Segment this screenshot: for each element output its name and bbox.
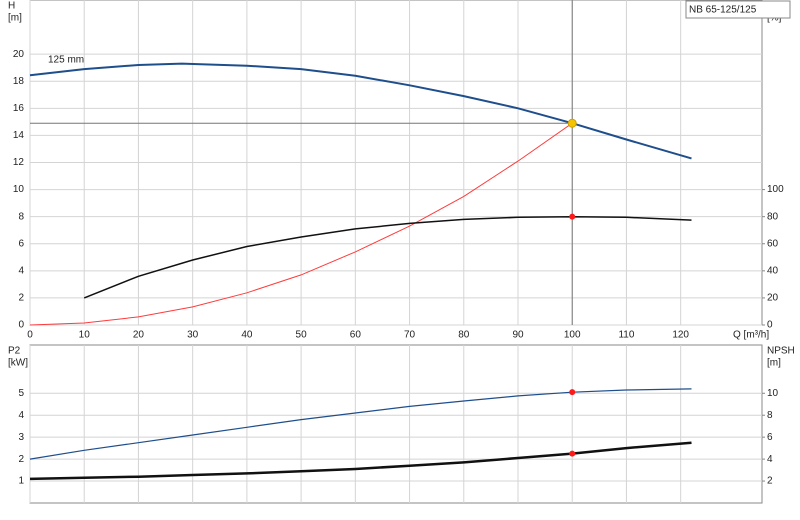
x-axis-label: Q [m³/h] — [733, 330, 769, 341]
x-tick-label: 30 — [187, 330, 199, 341]
y2-tick-label: 0 — [767, 320, 773, 331]
y-axis-unit: [m] — [8, 13, 22, 24]
x-tick-label: 120 — [672, 330, 689, 341]
operating-point — [569, 450, 576, 457]
x-tick-label: 20 — [133, 330, 145, 341]
x-tick-label: 80 — [458, 330, 470, 341]
x-tick-label: 100 — [564, 330, 581, 341]
y-tick-label: 3 — [18, 432, 24, 443]
x-tick-label: 60 — [350, 330, 362, 341]
y-tick-label: 12 — [13, 157, 25, 168]
y2-tick-label: 4 — [767, 454, 773, 465]
y-tick-label: 2 — [18, 293, 24, 304]
y-tick-label: 16 — [13, 103, 25, 114]
y2-tick-label: 6 — [767, 432, 773, 443]
y-tick-label: 4 — [18, 410, 24, 421]
chart-title: NB 65-125/125 — [689, 5, 757, 16]
y2-tick-label: 8 — [767, 410, 773, 421]
curve — [29, 122, 573, 326]
x-tick-label: 90 — [512, 330, 524, 341]
y-tick-label: 5 — [18, 388, 24, 399]
y2-axis-unit: [m] — [767, 358, 781, 369]
y-tick-label: 6 — [18, 238, 24, 249]
y2-tick-label: 40 — [767, 265, 779, 276]
y-tick-label: 2 — [18, 454, 24, 465]
operating-point — [569, 389, 576, 396]
operating-point — [569, 213, 576, 220]
plot-area — [29, 344, 763, 504]
y-tick-label: 4 — [18, 265, 24, 276]
y2-tick-label: 20 — [767, 293, 779, 304]
y2-tick-label: 80 — [767, 211, 779, 222]
y2-tick-label: 60 — [767, 238, 779, 249]
y-tick-label: 20 — [13, 49, 25, 60]
y2-tick-label: 10 — [767, 388, 779, 399]
y-tick-label: 1 — [18, 476, 24, 487]
y2-tick-label: 2 — [767, 476, 773, 487]
curve-annotation: 125 mm — [48, 55, 84, 66]
y2-tick-label: 100 — [767, 184, 784, 195]
x-tick-label: 40 — [241, 330, 253, 341]
x-tick-label: 70 — [404, 330, 416, 341]
x-tick-label: 0 — [27, 330, 33, 341]
y-tick-label: 14 — [13, 130, 25, 141]
curve — [83, 215, 692, 299]
y2-axis-label: NPSH — [767, 346, 795, 357]
x-tick-label: 50 — [296, 330, 308, 341]
y-axis-unit: [kW] — [8, 358, 28, 369]
operating-point — [567, 118, 577, 128]
y-tick-label: 10 — [13, 184, 25, 195]
y-axis-label: P2 — [8, 346, 21, 357]
y-tick-label: 8 — [18, 211, 24, 222]
y-tick-label: 18 — [13, 76, 25, 87]
y-axis-label: H — [8, 1, 15, 12]
y-tick-label: 0 — [18, 320, 24, 331]
x-tick-label: 110 — [618, 330, 634, 341]
title-box — [685, 0, 791, 19]
x-tick-label: 10 — [79, 330, 91, 341]
